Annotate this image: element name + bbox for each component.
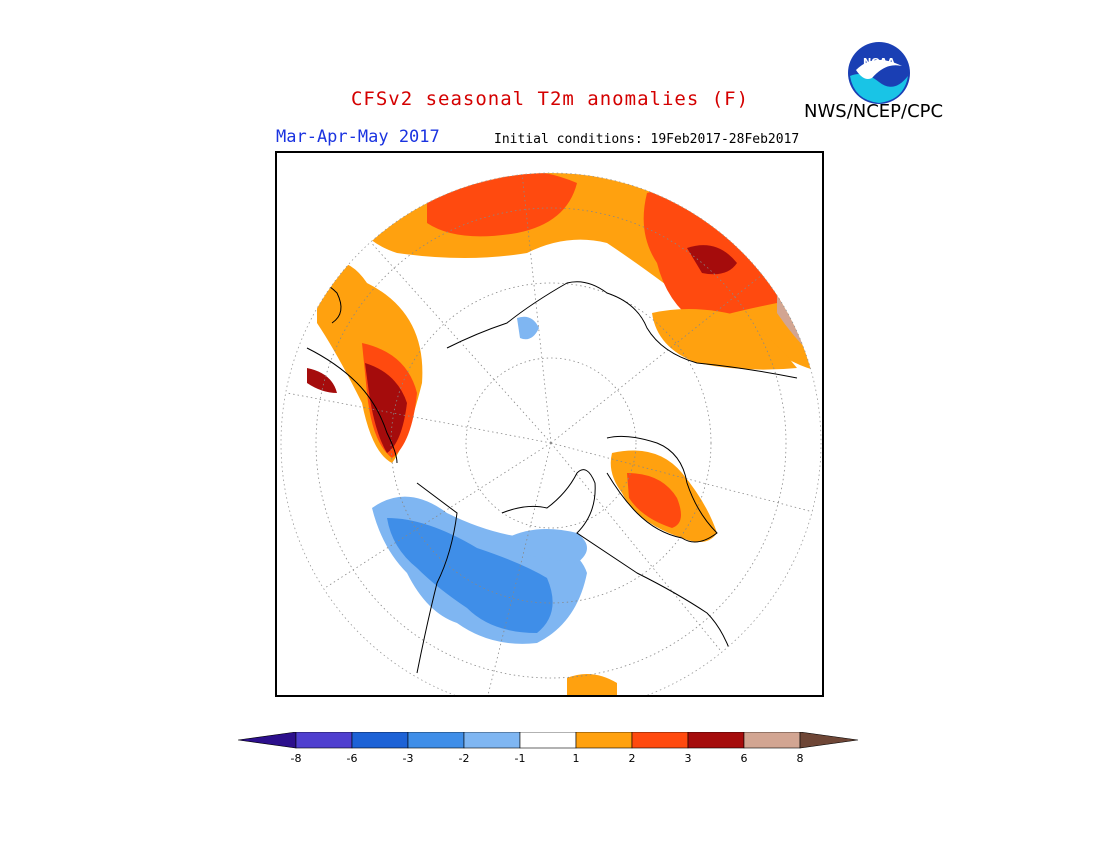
chart-title: CFSv2 seasonal T2m anomalies (F)	[350, 88, 750, 110]
legend-tick-label: 1	[572, 752, 580, 765]
legend-swatch	[743, 731, 801, 749]
legend-swatch	[519, 731, 577, 749]
legend-arrow-high	[799, 731, 859, 749]
legend-swatch	[295, 731, 353, 749]
legend-tick-label: 8	[796, 752, 804, 765]
warm-region-northeast-asia	[652, 309, 797, 370]
legend-tick-label: 2	[628, 752, 636, 765]
cool-region-arctic-canada	[507, 529, 587, 563]
coastlines	[296, 279, 798, 674]
graticule	[286, 173, 818, 695]
legend-swatch	[463, 731, 521, 749]
warm-region-north-africa-peak	[365, 363, 407, 453]
legend-tick-label: -1	[514, 752, 526, 765]
legend-swatch	[575, 731, 633, 749]
warm-region-greenland-core	[627, 473, 681, 528]
noaa-logo-icon: NOAA	[846, 40, 912, 106]
polar-map	[275, 151, 824, 697]
legend-swatch	[351, 731, 409, 749]
legend-swatch	[631, 731, 689, 749]
warm-region-siberia-core	[687, 245, 737, 275]
agency-label: NWS/NCEP/CPC	[804, 101, 944, 122]
cool-region-canada-core	[387, 518, 553, 633]
color-legend	[237, 731, 862, 772]
initial-conditions-label: Initial conditions: 19Feb2017-28Feb2017	[494, 132, 800, 147]
legend-tick-label: -6	[346, 752, 358, 765]
legend-tick-label: -8	[290, 752, 302, 765]
cool-region-alaska	[517, 316, 539, 340]
warm-region-mexico	[567, 674, 617, 695]
legend-tick-label: -3	[402, 752, 414, 765]
legend-arrow-low	[237, 731, 297, 749]
legend-swatch	[407, 731, 465, 749]
legend-tick-label: 6	[740, 752, 748, 765]
legend-swatch	[687, 731, 745, 749]
warm-region-west	[307, 368, 337, 393]
legend-tick-label: -2	[458, 752, 470, 765]
logo-text: NOAA	[863, 57, 895, 68]
season-label: Mar-Apr-May 2017	[276, 127, 440, 147]
legend-tick-label: 3	[684, 752, 692, 765]
